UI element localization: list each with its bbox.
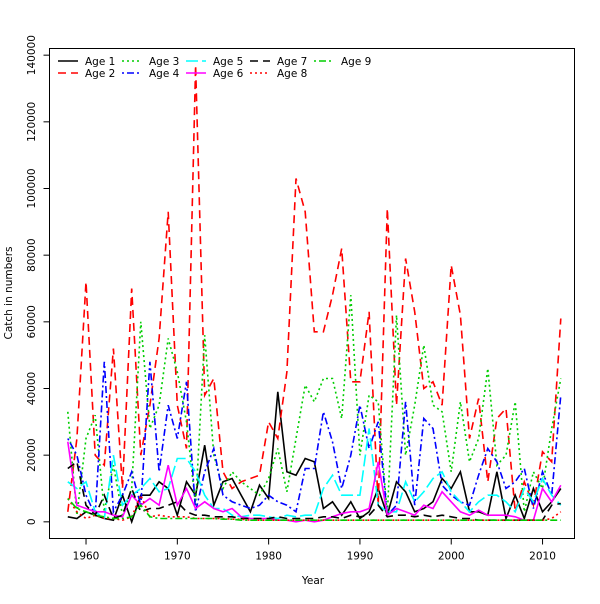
- legend-label: Age 2: [85, 68, 115, 80]
- x-tick-label: 1960: [73, 551, 100, 563]
- y-tick-label: 20000: [26, 438, 38, 471]
- x-tick-label: 1990: [347, 551, 374, 563]
- series-line-age-4: [67, 361, 562, 518]
- legend-label: Age 3: [149, 56, 179, 68]
- x-axis: 1960 1970 1980 1990 2000 2010: [73, 538, 556, 563]
- y-tick-label: 40000: [26, 372, 38, 405]
- legend-label: Age 6: [213, 68, 244, 80]
- series-line-age-1: [67, 391, 562, 525]
- series-line-age-6: [67, 441, 562, 523]
- legend-label: Age 5: [213, 56, 243, 68]
- series-lines: [67, 65, 562, 525]
- x-tick-label: 1980: [255, 551, 282, 563]
- legend-label: Age 8: [277, 68, 307, 80]
- y-tick-label: 140000: [26, 35, 38, 75]
- x-tick-label: 1970: [164, 551, 191, 563]
- series-line-age-2: [67, 65, 562, 513]
- y-tick-label: 120000: [26, 102, 38, 142]
- x-axis-label: Year: [301, 575, 325, 587]
- x-tick-label: 2010: [529, 551, 556, 563]
- legend-label: Age 7: [277, 56, 307, 68]
- y-tick-label: 100000: [26, 168, 38, 208]
- y-axis-label: Catch in numbers: [3, 246, 15, 339]
- legend-label: Age 4: [149, 68, 180, 80]
- y-tick-label: 0: [26, 518, 38, 525]
- series-line-age-9: [67, 497, 561, 522]
- x-tick-label: 2000: [438, 551, 465, 563]
- legend-label: Age 9: [341, 56, 371, 68]
- y-tick-label: 80000: [26, 238, 38, 271]
- y-tick-label: 60000: [26, 305, 38, 338]
- legend-label: Age 1: [85, 56, 115, 68]
- series-line-age-5: [67, 428, 562, 520]
- y-axis: 0 20000 40000 60000 80000 100000 120000 140000: [26, 35, 50, 525]
